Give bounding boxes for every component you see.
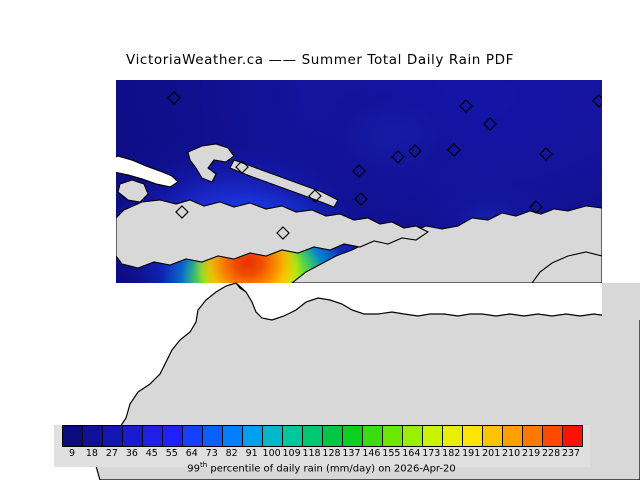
- colorbar-swatch: [63, 426, 83, 446]
- colorbar-tick-label: 9: [68, 448, 75, 459]
- land-islet-west: [117, 179, 149, 203]
- colorbar-tick-label: 155: [382, 448, 401, 459]
- colorbar-tick-label: 137: [342, 448, 361, 459]
- colorbar-tick-label: 82: [225, 448, 238, 459]
- colorbar-tick-label: 109: [282, 448, 301, 459]
- colorbar-tick-label: 100: [262, 448, 281, 459]
- station-diamond: [408, 144, 422, 158]
- colorbar-swatch: [223, 426, 243, 446]
- colorbar-swatch: [483, 426, 503, 446]
- rainfall-colorbar: [62, 425, 583, 447]
- colorbar-swatch: [203, 426, 223, 446]
- colorbar-swatch: [383, 426, 403, 446]
- colorbar-tick-label: 210: [502, 448, 521, 459]
- colorbar-swatch: [263, 426, 283, 446]
- outer-land-right-block: [602, 283, 640, 320]
- colorbar-tick-label: 64: [185, 448, 198, 459]
- colorbar-tick-label: 173: [422, 448, 441, 459]
- colorbar-tick-label: 91: [245, 448, 258, 459]
- colorbar-tick-label: 36: [125, 448, 138, 459]
- colorbar-tick-label: 73: [205, 448, 218, 459]
- colorbar-tick-label: 27: [105, 448, 118, 459]
- colorbar-swatch: [463, 426, 483, 446]
- land-north-spit: [187, 143, 235, 183]
- colorbar-swatch: [423, 426, 443, 446]
- colorbar-tick-label: 219: [522, 448, 541, 459]
- colorbar-swatch: [143, 426, 163, 446]
- colorbar-tick-label: 191: [462, 448, 481, 459]
- colorbar-tick-label: 55: [165, 448, 178, 459]
- colorbar-swatch: [83, 426, 103, 446]
- page-title: VictoriaWeather.ca —— Summer Total Daily…: [126, 52, 514, 68]
- station-diamond: [175, 205, 189, 219]
- land-overlay: [116, 91, 602, 283]
- colorbar-area: 9 18 27 36 45 55 64 73 82 91 100 109 118 128 137 146 155…: [54, 425, 590, 474]
- station-diamond: [447, 143, 461, 157]
- colorbar-swatch: [543, 426, 563, 446]
- colorbar-swatch: [443, 426, 463, 446]
- inland-lake-outline: [116, 155, 179, 188]
- colorbar-tick-label: 164: [402, 448, 421, 459]
- colorbar-swatch: [403, 426, 423, 446]
- station-diamond: [459, 99, 473, 113]
- station-diamond: [391, 150, 405, 164]
- station-diamond: [592, 94, 602, 108]
- station-diamond: [276, 226, 290, 240]
- colorbar-tick-label: 146: [362, 448, 381, 459]
- colorbar-swatch: [303, 426, 323, 446]
- colorbar-tick-label: 128: [322, 448, 341, 459]
- station-diamond: [167, 91, 181, 105]
- station-diamond: [539, 147, 553, 161]
- colorbar-swatch: [183, 426, 203, 446]
- colorbar-swatch: [563, 426, 582, 446]
- station-diamond: [308, 189, 322, 203]
- station-diamond: [235, 160, 249, 174]
- station-markers: [167, 91, 602, 240]
- colorbar-tick-label: 118: [302, 448, 321, 459]
- colorbar-tick-labels: 9 18 27 36 45 55 64 73 82 91 100 109 118 128 137 146 155…: [62, 448, 581, 461]
- outer-coast-notch: [235, 282, 247, 293]
- colorbar-swatch: [503, 426, 523, 446]
- colorbar-swatch: [243, 426, 263, 446]
- colorbar-swatch: [283, 426, 303, 446]
- land-south-mainland: [291, 205, 602, 283]
- colorbar-swatch: [343, 426, 363, 446]
- colorbar-swatch: [123, 426, 143, 446]
- rainfall-contour-map: [116, 80, 602, 283]
- station-diamond: [529, 200, 543, 214]
- station-diamond: [483, 117, 497, 131]
- colorbar-tick-label: 228: [541, 448, 561, 459]
- station-diamond: [352, 164, 366, 178]
- colorbar-tick-label: 182: [442, 448, 461, 459]
- colorbar-tick-label: 201: [482, 448, 501, 459]
- colorbar-caption: 99th percentile of daily rain (mm/day) o…: [187, 461, 456, 475]
- station-diamond: [354, 192, 368, 206]
- colorbar-swatch: [103, 426, 123, 446]
- land-central-peninsula: [116, 199, 430, 269]
- colorbar-swatch: [163, 426, 183, 446]
- land-east-point: [531, 251, 602, 283]
- map-clip: [116, 80, 602, 283]
- colorbar-swatch: [323, 426, 343, 446]
- land-sandbar: [229, 159, 339, 208]
- colorbar-swatch: [523, 426, 543, 446]
- colorbar-swatch: [363, 426, 383, 446]
- colorbar-tick-label: 18: [85, 448, 98, 459]
- colorbar-tick-label: 45: [145, 448, 158, 459]
- colorbar-tick-label: 237: [561, 448, 581, 459]
